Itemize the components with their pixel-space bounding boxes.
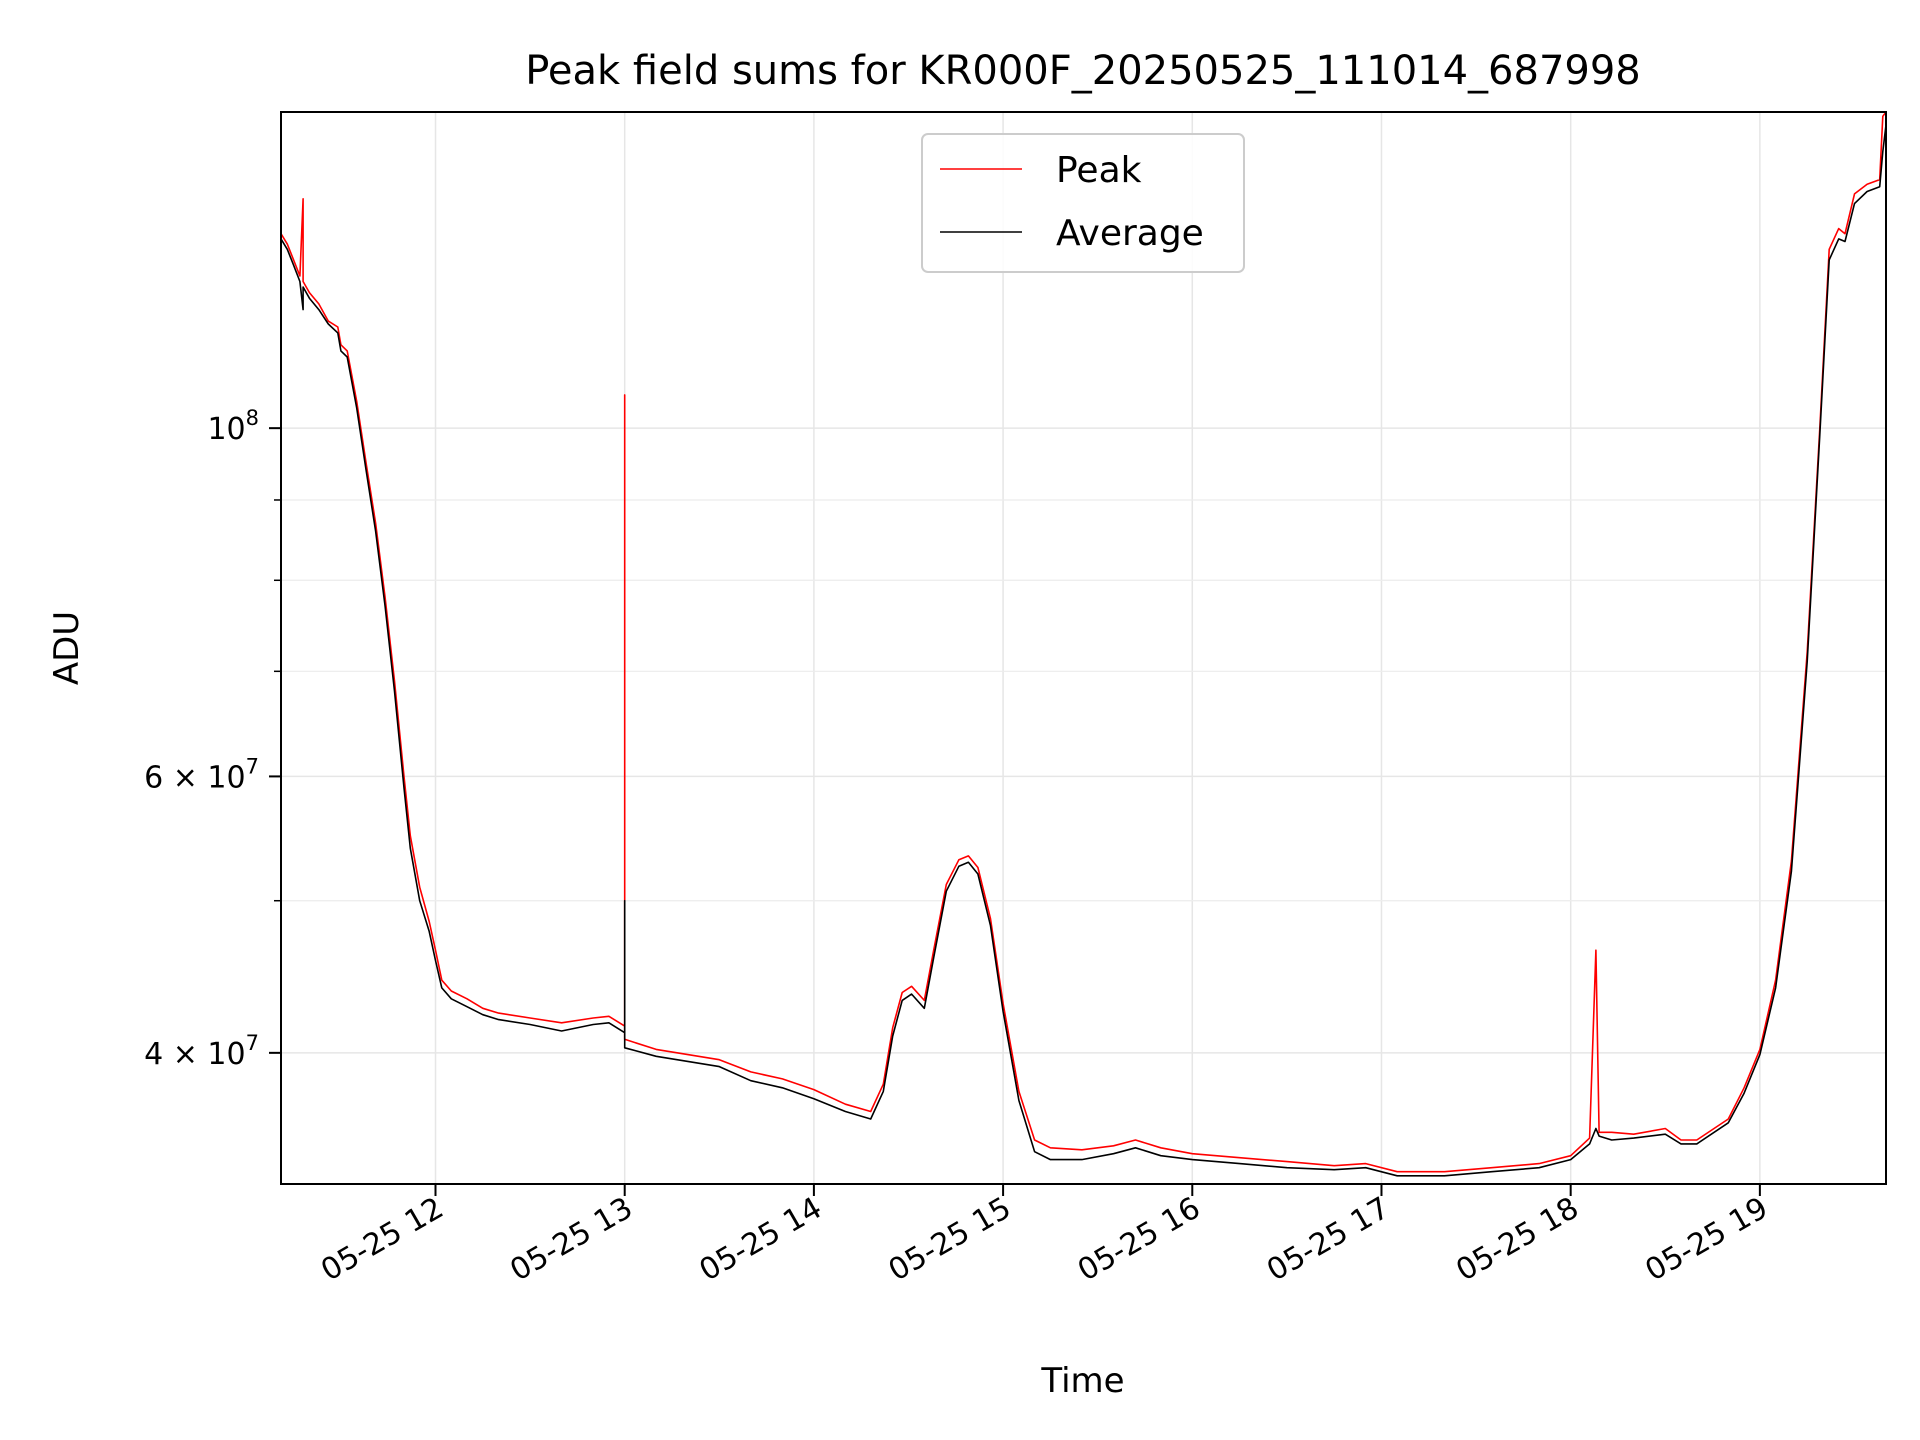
series-line-average [280,124,1887,1177]
y-tick-label: 6 × 107 [144,754,259,795]
plot-area-frame [280,111,1887,1185]
y-tick-label-base: 10 [207,412,245,447]
y-tick-label-base: 4 × 10 [144,1037,245,1072]
chart-title: Peak field sums for KR000F_20250525_1110… [525,48,1641,94]
y-tick-label-exponent: 7 [246,754,259,778]
y-tick-label-exponent: 7 [246,1031,259,1055]
y-tick-label-base: 6 × 10 [144,760,245,795]
legend-label-peak: Peak [1056,150,1142,191]
legend: Peak Average [921,133,1245,273]
x-axis-label: Time [1040,1361,1124,1401]
grid-lines [281,112,1886,1184]
legend-label-average: Average [1056,213,1204,254]
y-tick-label-exponent: 8 [246,406,259,430]
y-tick-label: 108 [207,406,259,447]
series-lines [280,111,1887,1177]
series-line-peak [280,111,1887,1173]
y-axis-label: ADU [47,611,87,685]
y-tick-label: 4 × 107 [144,1031,259,1072]
